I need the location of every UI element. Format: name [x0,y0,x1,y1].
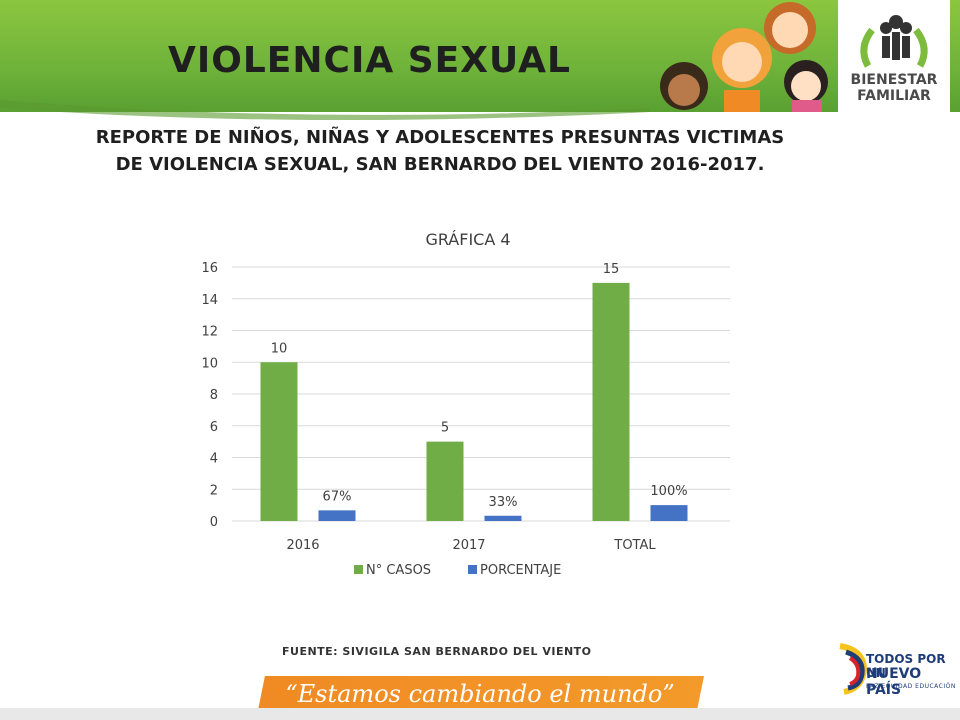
gov-logo-line2: NUEVO PAÍS [866,666,922,698]
gov-flag-icon [839,643,868,695]
chart-title: GRÁFICA 4 [425,230,510,249]
x-tick-label: 2017 [452,538,485,553]
gov-logo-line1: TODOS POR UN [866,652,946,680]
data-label: 10 [271,341,288,356]
x-tick-label: TOTAL [613,538,656,553]
x-tick-label: 2016 [286,538,319,553]
data-label: 33% [489,495,518,510]
bar-porcentaje [484,515,522,521]
y-tick-label: 2 [210,483,218,498]
legend-label: N° CASOS [366,563,431,578]
y-tick-label: 8 [210,388,218,403]
logo-line1: BIENESTAR [850,72,938,88]
y-tick-label: 14 [201,293,218,308]
data-label: 100% [650,484,687,499]
bar-n-casos [426,441,464,521]
slogan-text: “Estamos cambiando el mundo” [285,680,675,708]
y-tick-label: 10 [201,356,218,371]
bar-n-casos [592,282,630,521]
data-label: 67% [323,489,352,504]
y-tick-label: 6 [210,420,218,435]
bienestar-logo: BIENESTAR FAMILIAR [838,0,950,112]
y-tick-label: 0 [210,515,218,530]
bar-porcentaje [318,510,356,521]
y-tick-label: 16 [201,261,218,276]
legend-label: PORCENTAJE [480,563,561,578]
legend-swatch [354,565,363,574]
bar-porcentaje [650,505,688,521]
header-curve [0,100,650,120]
data-label: 15 [603,262,620,277]
children-illustration [660,2,828,112]
report-subtitle: REPORTE DE NIÑOS, NIÑAS Y ADOLESCENTES P… [0,124,880,178]
data-label: 5 [441,421,449,436]
subtitle-line1: REPORTE DE NIÑOS, NIÑAS Y ADOLESCENTES P… [95,127,785,148]
family-hands-icon [860,15,928,68]
legend-swatch [468,565,477,574]
y-tick-label: 4 [210,452,218,467]
y-tick-label: 12 [201,325,218,340]
bar-n-casos [260,362,298,521]
subtitle-line2: DE VIOLENCIA SEXUAL, SAN BERNARDO DEL VI… [115,154,765,175]
logo-line2: FAMILIAR [857,88,931,104]
source-note: FUENTE: SIVIGILA SAN BERNARDO DEL VIENTO [282,645,592,658]
bottom-strip [0,708,960,720]
page-title: VIOLENCIA SEXUAL [168,40,571,81]
gov-logo-line3: PAZ EQUIDAD EDUCACIÓN [866,683,956,690]
